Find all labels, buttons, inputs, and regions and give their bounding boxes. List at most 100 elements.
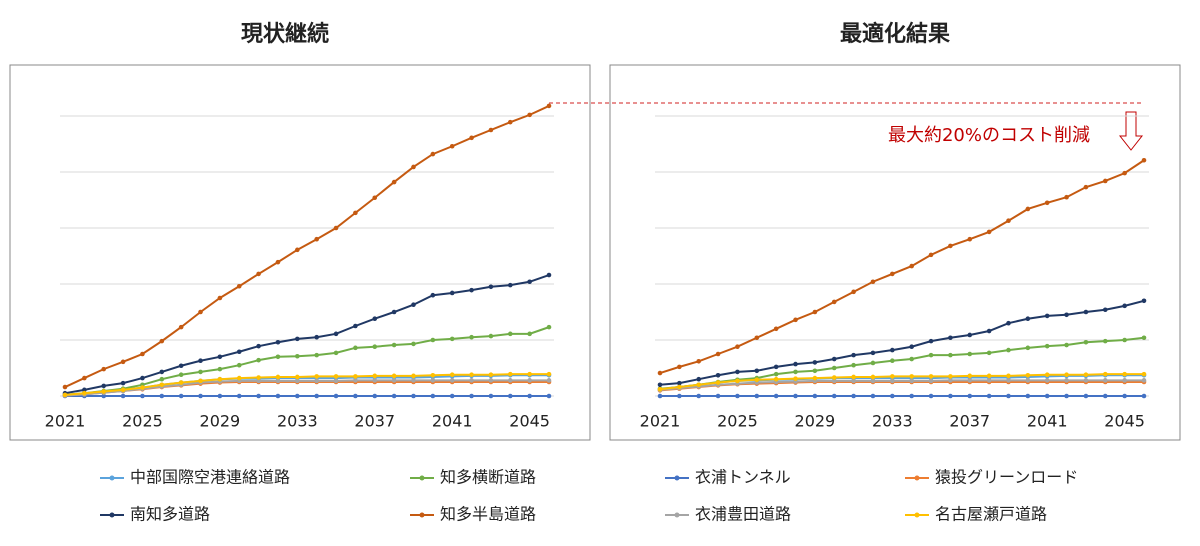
legend-label: 猿投グリーンロード <box>935 468 1078 487</box>
point <box>1064 342 1069 348</box>
point <box>967 236 973 242</box>
point <box>1044 378 1050 383</box>
point <box>295 247 300 253</box>
point <box>657 393 663 399</box>
point <box>773 393 779 399</box>
point <box>236 349 242 355</box>
point <box>735 393 740 399</box>
point <box>890 271 895 277</box>
point <box>890 378 895 384</box>
point <box>870 374 876 380</box>
point <box>948 393 953 399</box>
point <box>372 344 378 350</box>
point <box>928 374 934 379</box>
legend-label: 知多横断道路 <box>440 468 536 487</box>
point <box>372 378 378 383</box>
point <box>1083 378 1089 383</box>
point <box>527 279 532 285</box>
point <box>793 393 798 399</box>
point <box>430 292 436 298</box>
point <box>391 179 397 185</box>
point <box>120 380 126 386</box>
point <box>1083 393 1089 399</box>
point <box>948 378 953 383</box>
legend-swatch <box>914 475 920 481</box>
point <box>82 390 87 396</box>
point <box>159 393 165 399</box>
point <box>469 135 474 141</box>
point <box>1102 371 1108 377</box>
point <box>1064 312 1069 318</box>
point <box>1025 316 1031 322</box>
arrow <box>1118 111 1144 151</box>
point <box>831 378 837 384</box>
point <box>870 378 876 384</box>
x-tick-label: 2029 <box>200 412 241 431</box>
point <box>449 143 455 149</box>
point <box>1122 170 1127 176</box>
point <box>411 393 416 399</box>
point <box>353 378 358 383</box>
point <box>986 350 992 356</box>
point <box>411 341 416 347</box>
point <box>488 284 494 290</box>
point <box>411 164 416 170</box>
point <box>1064 194 1069 200</box>
point <box>198 309 203 315</box>
point <box>411 302 416 308</box>
point <box>430 393 436 399</box>
point <box>851 378 856 384</box>
point <box>62 384 68 390</box>
point <box>527 331 532 337</box>
point <box>890 393 895 399</box>
point <box>120 393 126 399</box>
point <box>1044 313 1050 319</box>
point <box>546 393 552 399</box>
point <box>275 339 281 345</box>
point <box>1064 378 1069 383</box>
series-line <box>64 326 550 396</box>
point <box>449 378 455 383</box>
plot-frame <box>609 64 1181 441</box>
legend-swatch <box>419 512 425 518</box>
point <box>333 378 339 384</box>
point <box>1006 218 1011 224</box>
point <box>295 378 300 384</box>
point <box>507 371 513 377</box>
legend-swatch <box>914 512 920 518</box>
point <box>793 317 798 323</box>
point <box>314 334 319 340</box>
point <box>870 350 876 356</box>
point <box>1102 307 1108 313</box>
point <box>236 362 242 368</box>
point <box>986 378 992 383</box>
point <box>909 374 914 379</box>
point <box>295 353 300 359</box>
point <box>1044 372 1050 378</box>
point <box>1102 338 1108 344</box>
legend-swatch <box>109 475 115 481</box>
point <box>469 287 474 293</box>
point <box>488 393 494 399</box>
point <box>353 393 358 399</box>
point <box>1064 393 1069 399</box>
point <box>275 354 281 360</box>
point <box>469 372 474 378</box>
point <box>256 375 261 380</box>
point <box>851 352 856 358</box>
point <box>217 393 223 399</box>
point <box>140 375 145 381</box>
point <box>256 378 261 384</box>
legend-swatch <box>109 512 115 518</box>
point <box>198 358 203 364</box>
point <box>333 350 339 356</box>
point <box>1006 347 1011 353</box>
x-tick-label: 2045 <box>509 412 550 431</box>
legend-label: 中部国際空港連絡道路 <box>130 468 290 487</box>
point <box>507 282 513 288</box>
x-tick-label: 2029 <box>795 412 836 431</box>
point <box>851 289 856 295</box>
point <box>314 378 319 384</box>
point <box>1044 393 1050 399</box>
